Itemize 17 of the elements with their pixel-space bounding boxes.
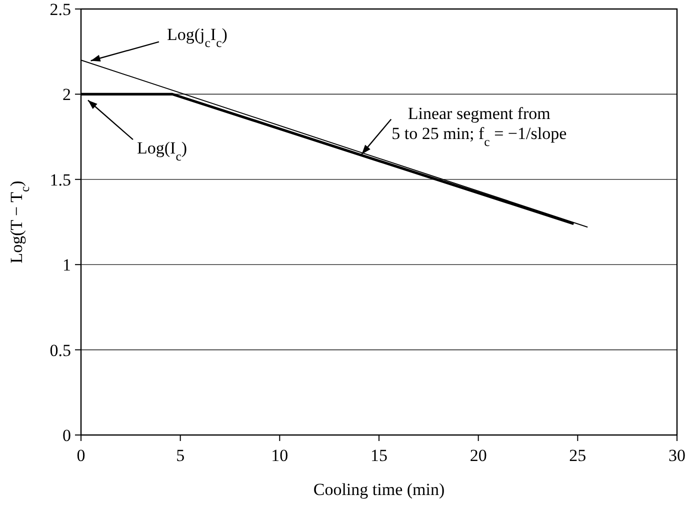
x-axis-title: Cooling time (min) <box>313 480 445 499</box>
y-tick-label: 1.5 <box>50 170 71 190</box>
x-tick-label: 15 <box>370 446 388 465</box>
x-tick-label: 5 <box>176 446 185 465</box>
annotation: Log(j$_{c}$I$_{c}$) <box>166 24 228 50</box>
y-tick-label: 0 <box>62 426 71 445</box>
y-tick-label: 2 <box>62 85 71 104</box>
y-tick-label: 0.5 <box>50 340 71 360</box>
x-tick-label: 0 <box>76 446 86 465</box>
x-tick-label: 30 <box>668 446 686 465</box>
annotation: Log(I$_{c}$) <box>136 138 188 164</box>
x-tick-label: 10 <box>271 446 288 465</box>
x-tick-label: 25 <box>569 446 586 465</box>
y-tick-label: 1 <box>62 256 71 275</box>
y-tick-label: 2.5 <box>50 0 71 19</box>
x-tick-label: 20 <box>470 446 487 465</box>
annotation: Linear segment from 5 to 25 min; f$_{c}$ = −1/slope <box>392 104 567 150</box>
